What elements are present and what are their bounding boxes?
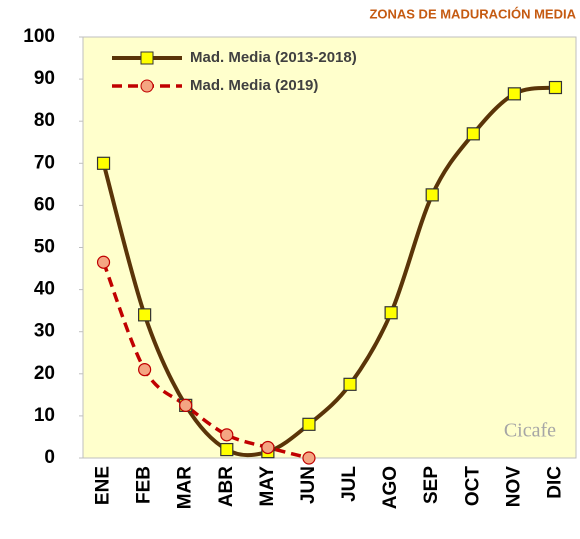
marker	[343, 377, 357, 391]
y-tick-label: 80	[34, 110, 55, 131]
x-tick-label: JUN	[298, 466, 319, 504]
watermark: Cicafe	[504, 420, 556, 442]
x-tick-label: SEP	[421, 466, 442, 504]
y-tick-label: 10	[34, 405, 55, 426]
y-tick-label: 70	[34, 152, 55, 173]
marker	[179, 398, 193, 412]
x-tick-label: OCT	[462, 466, 483, 507]
x-tick-label: ENE	[93, 466, 114, 505]
marker	[302, 451, 316, 465]
marker	[261, 440, 275, 455]
x-tick-label: ABR	[216, 466, 237, 507]
marker	[220, 428, 234, 442]
legend-label: Mad. Media (2019)	[190, 77, 318, 94]
marker	[220, 442, 234, 457]
chart-title: ZONAS DE MADURACIÓN MEDIA	[369, 6, 576, 21]
legend-marker	[140, 51, 154, 65]
marker	[138, 308, 152, 322]
legend-marker	[140, 79, 154, 93]
x-tick-label: AGO	[380, 466, 401, 509]
marker	[96, 255, 111, 269]
marker	[302, 417, 316, 431]
x-tick-label: FEB	[134, 466, 155, 504]
y-tick-label: 60	[34, 194, 55, 215]
y-tick-label: 20	[34, 363, 55, 384]
marker	[96, 156, 111, 170]
y-tick-label: 90	[34, 68, 55, 89]
legend-label: Mad. Media (2013-2018)	[190, 49, 357, 66]
marker	[507, 87, 521, 101]
y-tick-label: 40	[34, 279, 55, 300]
x-tick-label: DIC	[544, 466, 565, 499]
plot-area	[82, 36, 577, 459]
y-tick-label: 0	[44, 447, 55, 468]
marker	[466, 127, 480, 141]
x-tick-label: NOV	[503, 466, 524, 508]
x-tick-label: MAY	[257, 466, 278, 507]
marker	[425, 188, 439, 202]
marker	[138, 362, 152, 377]
x-tick-label: MAR	[175, 466, 196, 510]
y-tick-label: 100	[23, 26, 55, 47]
marker	[384, 306, 398, 320]
y-tick-label: 30	[34, 321, 55, 342]
y-tick-label: 50	[34, 237, 55, 258]
x-tick-label: JUL	[339, 466, 360, 502]
marker	[548, 80, 563, 95]
